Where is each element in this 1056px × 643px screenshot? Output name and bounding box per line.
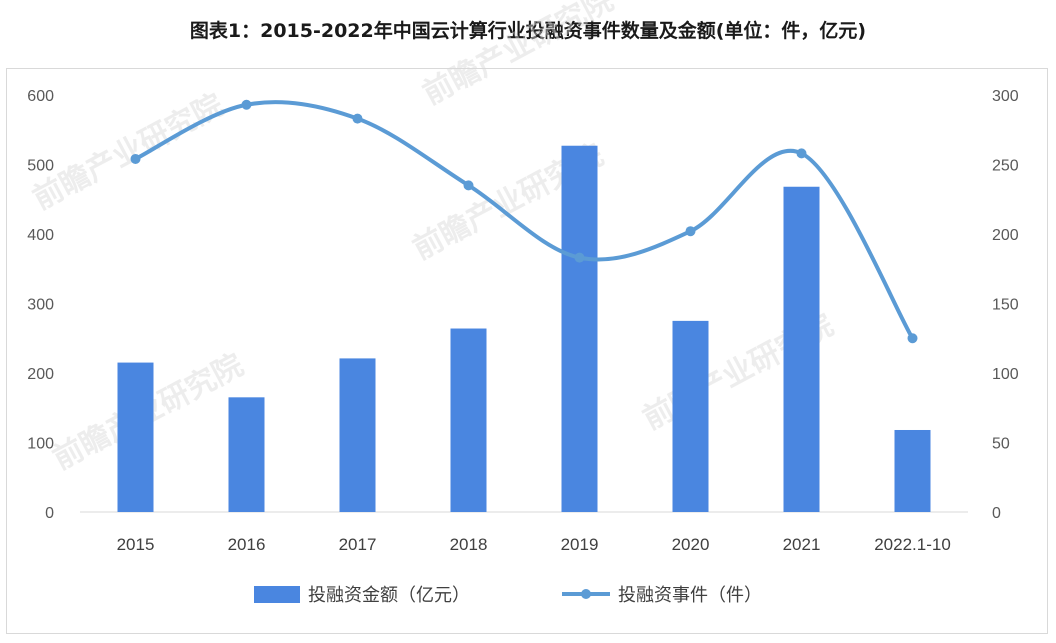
line-point-2015 bbox=[130, 153, 141, 164]
x-tick-label: 2020 bbox=[672, 535, 710, 554]
bar-2019 bbox=[561, 145, 598, 513]
line-point-2021 bbox=[796, 148, 807, 159]
x-tick-label: 2022.1-10 bbox=[874, 535, 951, 554]
chart-box bbox=[6, 68, 1048, 634]
x-tick-label: 2016 bbox=[228, 535, 266, 554]
x-tick-label: 2019 bbox=[561, 535, 599, 554]
legend-bar-swatch bbox=[254, 586, 300, 603]
line-point-2018 bbox=[463, 180, 474, 191]
y-left-tick-label: 200 bbox=[27, 366, 54, 383]
y-left-tick-label: 400 bbox=[27, 227, 54, 244]
y-right-tick-label: 300 bbox=[992, 88, 1019, 105]
bar-2018 bbox=[450, 328, 487, 512]
legend-line-marker bbox=[581, 589, 591, 599]
bar-2016 bbox=[228, 397, 265, 512]
y-right-tick-label: 50 bbox=[992, 436, 1010, 453]
y-left-tick-label: 300 bbox=[27, 297, 54, 314]
line-point-2016 bbox=[241, 99, 252, 110]
watermark-text: 前瞻产业研究院 bbox=[417, 0, 619, 112]
watermark-text: 前瞻产业研究院 bbox=[27, 88, 229, 217]
legend-bar-label: 投融资金额（亿元） bbox=[308, 585, 470, 606]
bar-2022.1-10 bbox=[894, 429, 931, 512]
line-point-2017 bbox=[352, 113, 363, 124]
bar-2020 bbox=[672, 320, 709, 512]
bar-2017 bbox=[339, 358, 376, 512]
y-right-tick-label: 0 bbox=[992, 505, 1001, 522]
y-right-tick-label: 200 bbox=[992, 227, 1019, 244]
chart-title: 图表1：2015-2022年中国云计算行业投融资事件数量及金额(单位：件，亿元) bbox=[189, 20, 867, 42]
x-tick-label: 2017 bbox=[339, 535, 377, 554]
y-right-tick-label: 250 bbox=[992, 158, 1019, 175]
line-point-2019 bbox=[574, 252, 585, 263]
legend-line-label: 投融资事件（件） bbox=[618, 585, 762, 606]
x-tick-label: 2015 bbox=[117, 535, 155, 554]
y-left-tick-label: 100 bbox=[27, 436, 54, 453]
x-tick-label: 2018 bbox=[450, 535, 488, 554]
y-left-tick-label: 0 bbox=[45, 505, 54, 522]
y-right-tick-label: 100 bbox=[992, 366, 1019, 383]
bar-2021 bbox=[783, 186, 820, 513]
x-tick-label: 2021 bbox=[783, 535, 821, 554]
bar-2015 bbox=[117, 362, 154, 512]
y-left-tick-label: 600 bbox=[27, 88, 54, 105]
line-point-2022.1-10 bbox=[907, 333, 918, 344]
y-right-tick-label: 150 bbox=[992, 297, 1019, 314]
y-left-tick-label: 500 bbox=[27, 158, 54, 175]
line-point-2020 bbox=[685, 226, 696, 237]
